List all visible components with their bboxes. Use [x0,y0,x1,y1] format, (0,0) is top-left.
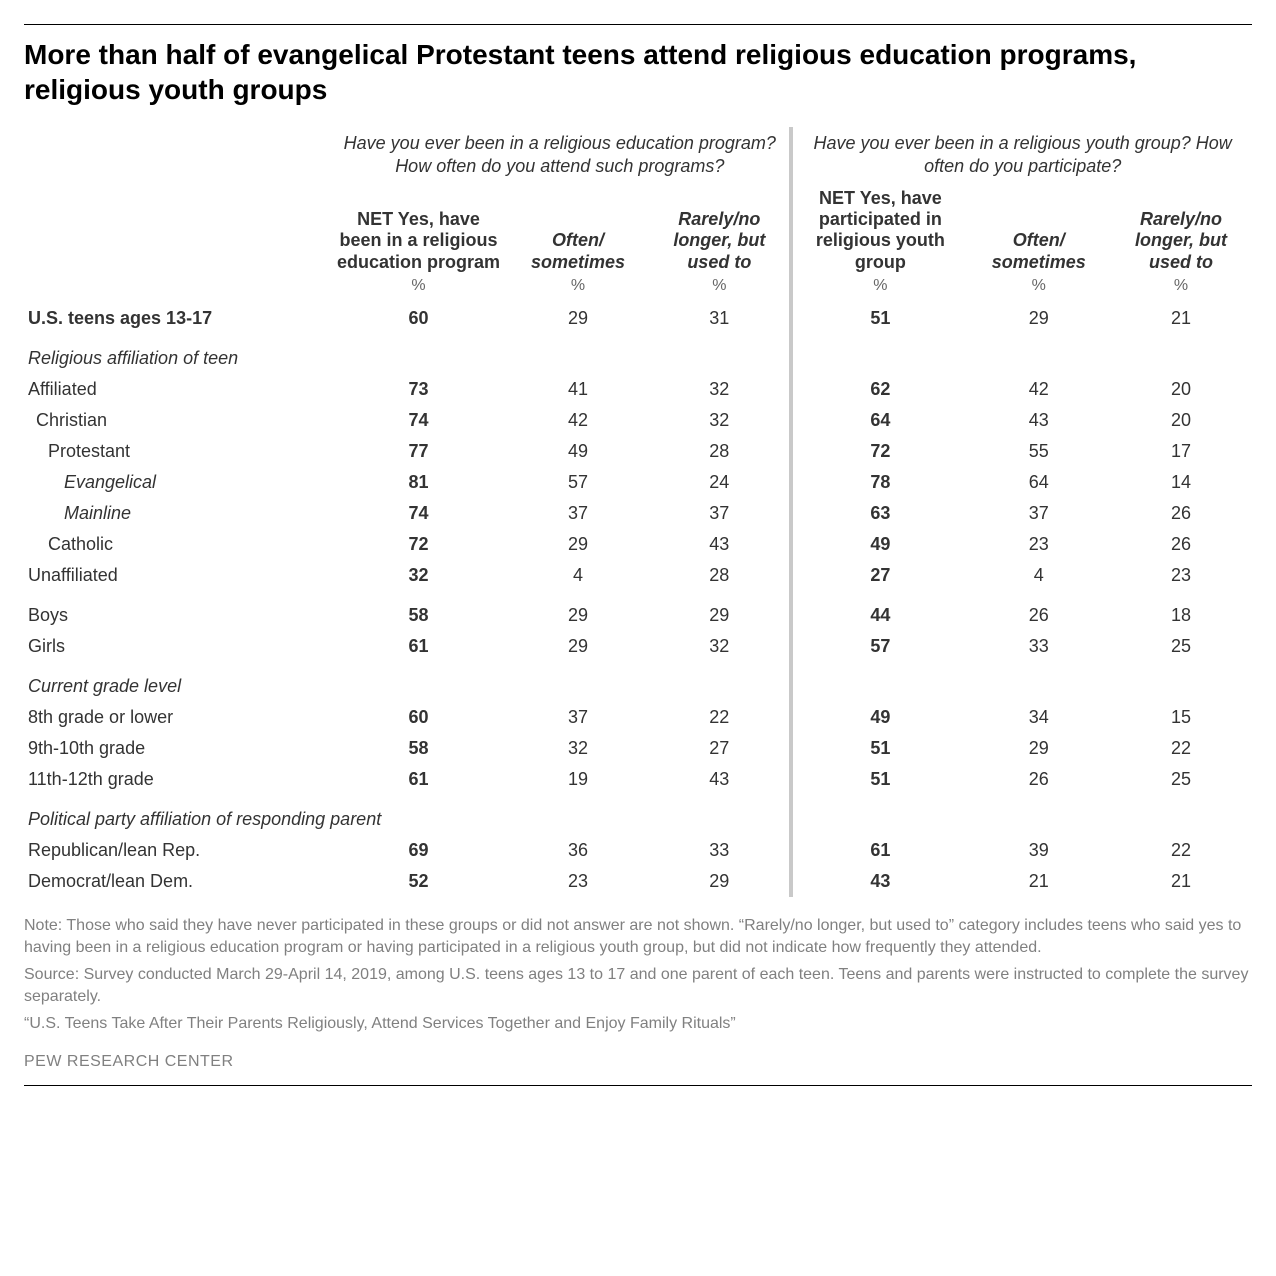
super-header-right: Have you ever been in a religious youth … [791,127,1252,183]
row-christian: Christian 74 42 32 64 43 20 [24,405,1252,436]
super-header-left: Have you ever been in a religious educat… [330,127,791,183]
section-grade: Current grade level [24,662,1252,702]
row-rep: Republican/lean Rep. 69 36 33 61 39 22 [24,835,1252,866]
column-header-row: NET Yes, have been in a religious educat… [24,183,1252,277]
top-rule [24,24,1252,25]
row-mainline: Mainline 74 37 37 63 37 26 [24,498,1252,529]
section-affiliation: Religious affiliation of teen [24,334,1252,374]
row-unaffiliated: Unaffiliated 32 4 28 27 4 23 [24,560,1252,591]
col-header-6: Rarely/no longer, but used to [1110,183,1252,277]
col-header-3: Rarely/no longer, but used to [649,183,791,277]
row-g910: 9th-10th grade 58 32 27 51 29 22 [24,733,1252,764]
note-3: “U.S. Teens Take After Their Parents Rel… [24,1013,1252,1035]
attribution: PEW RESEARCH CENTER [24,1053,1252,1071]
row-boys: Boys 58 29 29 44 26 18 [24,591,1252,631]
row-dem: Democrat/lean Dem. 52 23 29 43 21 21 [24,866,1252,897]
table-container: More than half of evangelical Protestant… [24,24,1252,1086]
note-1: Note: Those who said they have never par… [24,915,1252,960]
row-evangelical: Evangelical 81 57 24 78 64 14 [24,467,1252,498]
percent-row: % % % % % % [24,277,1252,303]
row-total: U.S. teens ages 13-17 60 29 31 51 29 21 [24,303,1252,334]
row-affiliated: Affiliated 73 41 32 62 42 20 [24,374,1252,405]
row-g8: 8th grade or lower 60 37 22 49 34 15 [24,702,1252,733]
col-header-4: NET Yes, have participated in religious … [791,183,967,277]
col-header-1: NET Yes, have been in a religious educat… [330,183,506,277]
data-table: Have you ever been in a religious educat… [24,127,1252,897]
row-g1112: 11th-12th grade 61 19 43 51 26 25 [24,764,1252,795]
notes: Note: Those who said they have never par… [24,915,1252,1035]
row-girls: Girls 61 29 32 57 33 25 [24,631,1252,662]
table-title: More than half of evangelical Protestant… [24,37,1252,107]
row-protestant: Protestant 77 49 28 72 55 17 [24,436,1252,467]
col-header-5: Often/ sometimes [967,183,1110,277]
note-2: Source: Survey conducted March 29-April … [24,964,1252,1009]
row-catholic: Catholic 72 29 43 49 23 26 [24,529,1252,560]
section-party: Political party affiliation of respondin… [24,795,1252,835]
bottom-rule [24,1085,1252,1086]
super-header-row: Have you ever been in a religious educat… [24,127,1252,183]
col-header-2: Often/ sometimes [507,183,650,277]
